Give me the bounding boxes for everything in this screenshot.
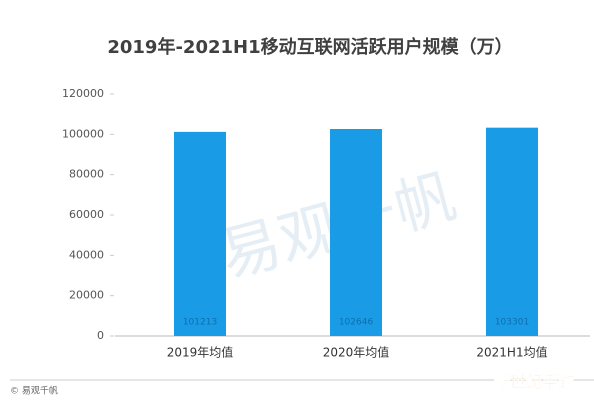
- x-tick-label: 2021H1均值: [476, 345, 547, 360]
- x-tick-label: 2019年均值: [167, 345, 234, 360]
- y-tick-label: 60000: [69, 208, 104, 221]
- chart-title: 2019年-2021H1移动互联网活跃用户规模（万）: [107, 36, 512, 58]
- bar: [486, 127, 538, 336]
- bar: [330, 128, 382, 336]
- source: © 易观千帆: [10, 385, 58, 397]
- bar: [174, 131, 226, 336]
- y-tick-label: 20000: [69, 289, 104, 302]
- y-tick-label: 40000: [69, 248, 104, 261]
- y-tick-label: 120000: [62, 87, 104, 100]
- data-label: 102646: [339, 318, 374, 328]
- y-tick-label: 80000: [69, 168, 104, 181]
- data-label: 101213: [183, 318, 217, 328]
- overlay-text: 新世纪手游: [494, 373, 574, 392]
- x-tick-label: 2020年均值: [323, 345, 390, 360]
- y-tick-label: 100000: [62, 127, 104, 140]
- y-tick-label: 0: [97, 329, 104, 342]
- data-label: 103301: [495, 318, 529, 328]
